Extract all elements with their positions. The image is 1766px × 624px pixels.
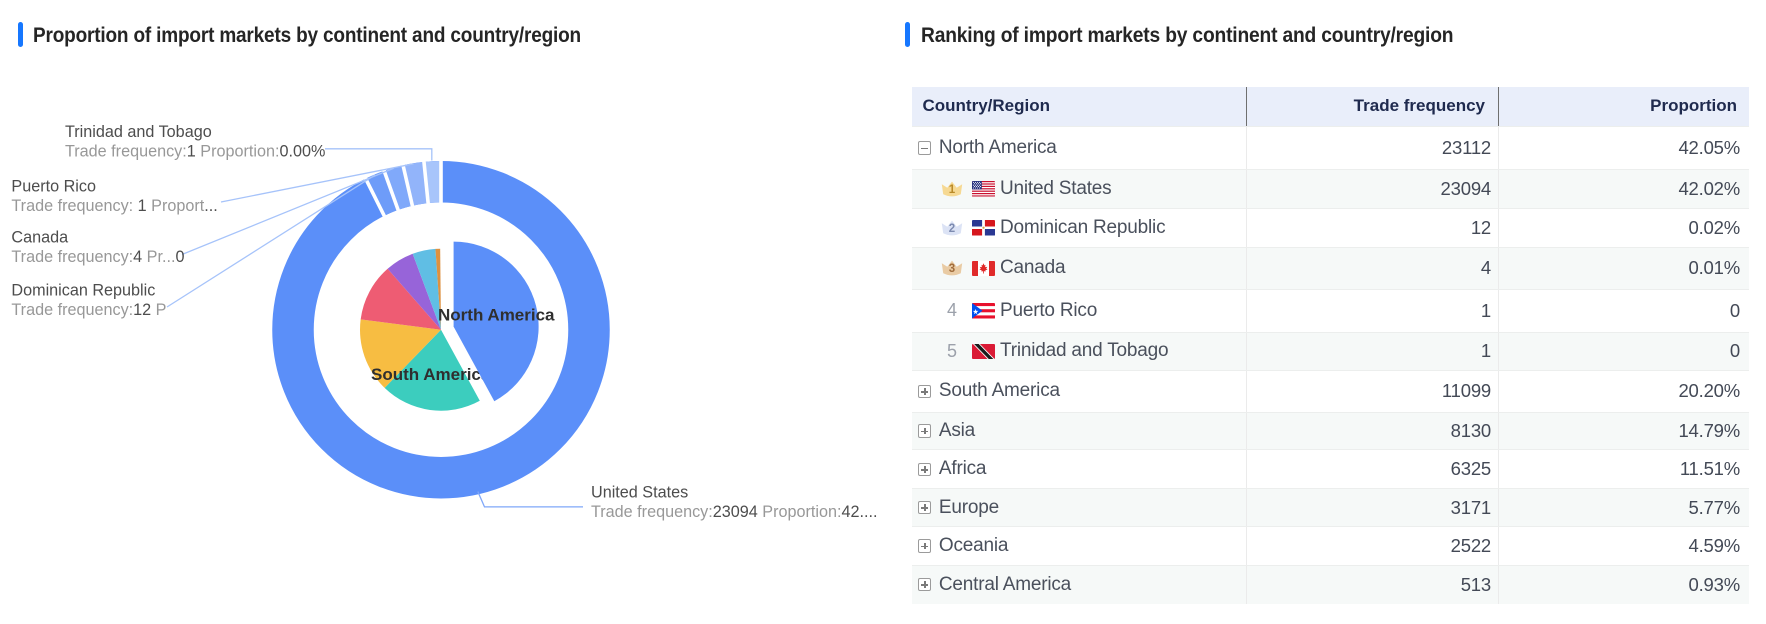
svg-text:Trade frequency:1 Proportion:0: Trade frequency:1 Proportion:0.00% bbox=[65, 143, 325, 161]
svg-text:Trinidad and Tobago: Trinidad and Tobago bbox=[65, 123, 212, 141]
svg-text:Trade frequency:4 Pr...0: Trade frequency:4 Pr...0 bbox=[11, 248, 184, 266]
svg-text:Trade frequency:23094 Proporti: Trade frequency:23094 Proportion:42.... bbox=[591, 503, 877, 521]
svg-text:North America: North America bbox=[438, 306, 555, 325]
svg-text:Puerto Rico: Puerto Rico bbox=[11, 178, 96, 196]
svg-text:Dominican Republic: Dominican Republic bbox=[11, 282, 155, 300]
svg-text:South America: South America bbox=[371, 365, 491, 384]
svg-text:Trade frequency: 1 Proport...: Trade frequency: 1 Proport... bbox=[11, 197, 217, 215]
svg-text:Canada: Canada bbox=[11, 229, 68, 247]
svg-text:United States: United States bbox=[591, 483, 688, 501]
svg-text:Trade frequency:12 P: Trade frequency:12 P bbox=[11, 301, 166, 319]
